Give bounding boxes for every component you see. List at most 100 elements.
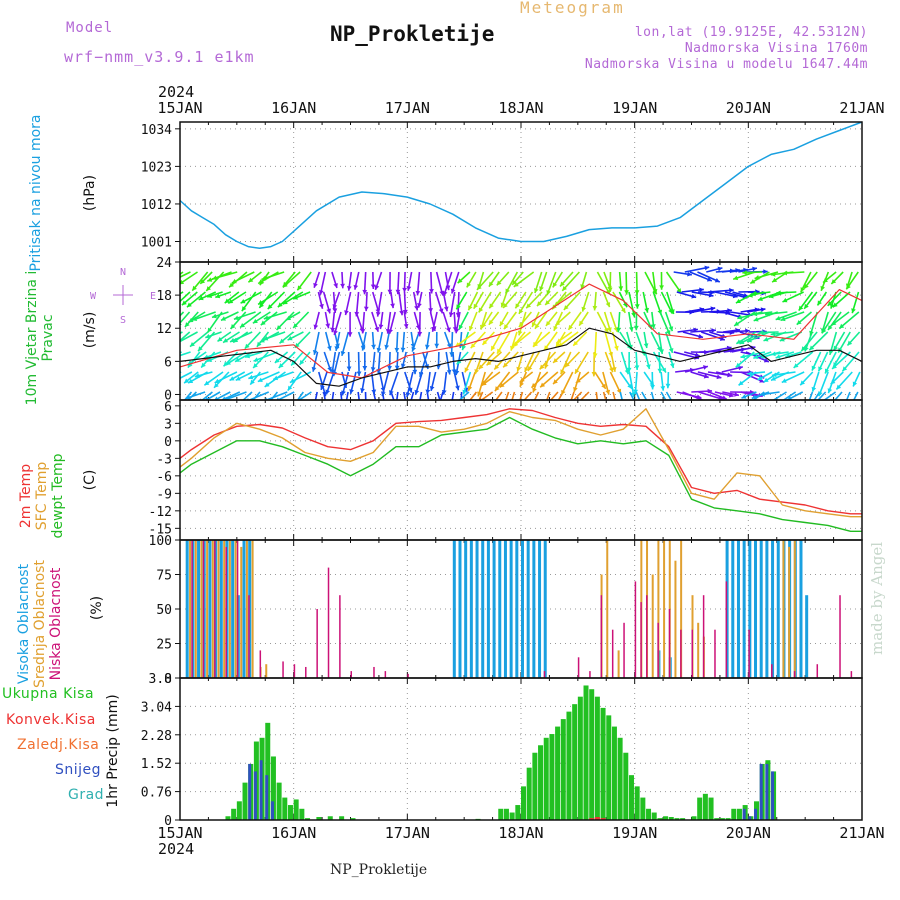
wind-arrow-head	[229, 282, 234, 288]
wind-arrow-head	[842, 366, 848, 372]
panel-clouds	[175, 539, 863, 679]
wind-arrow-head	[442, 291, 448, 296]
wind-arrow-head	[282, 282, 288, 288]
precip-bar	[583, 685, 589, 820]
wind-arrow-head	[327, 366, 332, 372]
wind-arrow-head	[461, 345, 467, 351]
wind-arrow-head	[273, 375, 279, 381]
precip-bar	[611, 726, 617, 820]
wind-arrow-head	[573, 340, 579, 346]
cloud-bar	[788, 546, 791, 678]
precip-bar	[691, 816, 697, 820]
cloud-bar	[731, 540, 735, 678]
wind-arrow-head	[734, 321, 740, 326]
wind-arrow-head	[259, 338, 265, 343]
wind-arrow	[340, 391, 343, 400]
wind-arrow-head	[770, 271, 776, 277]
wind-arrow-head	[462, 389, 468, 395]
top-date-label: 16JAN	[271, 99, 316, 117]
wind-arrow-head	[634, 304, 640, 309]
cloud-bar	[200, 540, 203, 678]
wind-arrow-head	[264, 382, 270, 387]
wind-arrow-head	[248, 277, 254, 283]
wind-arrow-head	[668, 326, 674, 332]
wind-arrow-head	[448, 410, 453, 415]
wind-arrow-head	[329, 407, 334, 412]
wind-arrow	[180, 331, 198, 343]
wind-arrow-head	[449, 352, 455, 357]
wind-arrow-head	[760, 354, 766, 359]
wind-arrow-head	[513, 341, 519, 347]
wind-arrow-head	[753, 316, 759, 322]
wind-arrow-head	[389, 390, 394, 396]
cloud-bar	[748, 540, 752, 678]
wind-arrow-head	[293, 295, 299, 300]
y-tick-label: 1023	[141, 160, 172, 175]
lonlat-text: lon,lat (19.9125E, 42.5312N)	[634, 25, 868, 40]
wind-arrow-head	[263, 336, 269, 341]
wind-arrow-head	[229, 376, 235, 381]
wind-arrow-head	[347, 332, 353, 337]
wind-arrow-head	[473, 303, 479, 309]
wind-arrow-head	[200, 279, 206, 284]
top-date-label: 18JAN	[498, 99, 543, 117]
cloud-bar	[373, 666, 375, 678]
cloud-bar	[634, 581, 637, 678]
precip-bar	[503, 808, 509, 820]
wind-arrow-head	[181, 402, 186, 407]
wind-arrow-head	[627, 383, 632, 389]
wind-arrow-head	[400, 347, 406, 353]
top-date-label: 19JAN	[612, 99, 657, 117]
wind-arrow-head	[573, 386, 578, 392]
y-tick-label: 18	[156, 289, 172, 304]
y-tick-label: -6	[156, 470, 172, 485]
cloud-bar	[640, 602, 642, 678]
wind-arrow-head	[737, 365, 743, 371]
wind-arrow-head	[417, 403, 422, 408]
wind-arrow	[852, 391, 859, 400]
wind-arrow	[579, 391, 590, 400]
y-tick-label: 75	[156, 569, 172, 584]
wind-arrow-head	[698, 333, 704, 339]
wind-arrow	[629, 391, 635, 400]
panel-temp	[175, 400, 863, 540]
cloud-bar	[208, 540, 212, 678]
wind-arrow-head	[478, 364, 484, 370]
wind-arrow-head	[448, 312, 454, 318]
y-tick-label: 100	[149, 534, 172, 549]
wind-arrow-head	[299, 359, 305, 365]
wind-arrow	[570, 391, 575, 400]
precip-bar	[293, 799, 299, 820]
wind-arrow-head	[340, 283, 345, 289]
wind-arrow-head	[403, 323, 409, 329]
temp-line-2	[179, 416, 862, 532]
wind-arrow	[460, 391, 463, 400]
wind-arrow-head	[751, 394, 757, 400]
wind-arrow-head	[672, 404, 676, 409]
wind-arrow-head	[318, 289, 324, 295]
wind-arrow-head	[189, 341, 195, 347]
cloud-bar	[211, 540, 214, 678]
cloud-bar	[680, 629, 682, 678]
wind-arrow-head	[505, 288, 510, 294]
bottom-date-label: 15JAN	[157, 824, 202, 842]
precip-bar	[623, 752, 629, 820]
wind-arrow-head	[180, 279, 185, 285]
wind-arrow-head	[214, 396, 219, 400]
wind-arrow-head	[370, 284, 376, 289]
wind-arrow-head	[464, 367, 469, 373]
legend-hail: Grad	[68, 787, 105, 803]
wind-arrow-head	[839, 323, 845, 329]
footer-station: NP_Prokletije	[330, 862, 428, 878]
wind-arrow-head	[605, 302, 611, 308]
wind-arrow-head	[531, 322, 537, 328]
wind-arrow-head	[235, 357, 241, 362]
wind-arrow-head	[388, 328, 393, 334]
precip-bar	[736, 808, 742, 820]
wind-arrow-head	[415, 290, 421, 296]
wind-arrow-head	[278, 363, 284, 368]
precip-bar	[316, 817, 322, 820]
wind-arrow-head	[771, 351, 776, 357]
cloud-bar	[242, 540, 246, 678]
wind-arrow-head	[358, 412, 363, 417]
